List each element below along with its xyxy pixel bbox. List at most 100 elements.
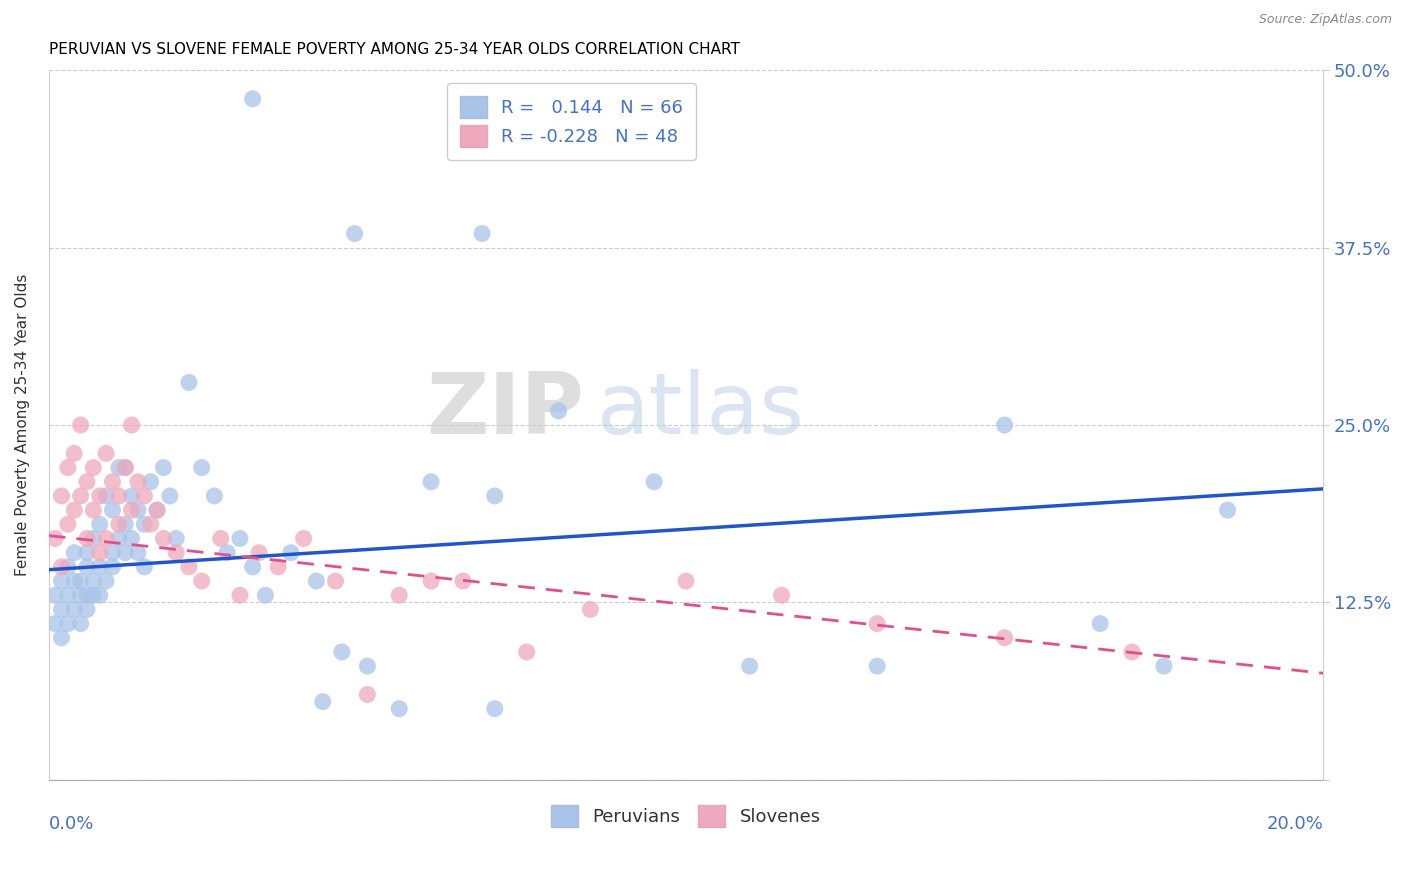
Point	[44, 616, 66, 631]
Point	[114, 460, 136, 475]
Point	[89, 559, 111, 574]
Point	[89, 588, 111, 602]
Point	[770, 588, 793, 602]
Point	[675, 574, 697, 588]
Point	[484, 489, 506, 503]
Point	[312, 695, 335, 709]
Point	[108, 489, 131, 503]
Point	[1121, 645, 1143, 659]
Point	[994, 631, 1017, 645]
Point	[82, 588, 104, 602]
Point	[1216, 503, 1239, 517]
Point	[146, 503, 169, 517]
Point	[121, 489, 143, 503]
Point	[190, 460, 212, 475]
Point	[420, 475, 443, 489]
Point	[242, 559, 264, 574]
Point	[579, 602, 602, 616]
Point	[101, 503, 124, 517]
Text: PERUVIAN VS SLOVENE FEMALE POVERTY AMONG 25-34 YEAR OLDS CORRELATION CHART: PERUVIAN VS SLOVENE FEMALE POVERTY AMONG…	[49, 42, 740, 57]
Legend: Peruvians, Slovenes: Peruvians, Slovenes	[544, 798, 828, 834]
Point	[108, 517, 131, 532]
Point	[94, 489, 117, 503]
Text: Source: ZipAtlas.com: Source: ZipAtlas.com	[1258, 13, 1392, 27]
Point	[108, 532, 131, 546]
Point	[1153, 659, 1175, 673]
Point	[63, 574, 86, 588]
Point	[101, 546, 124, 560]
Point	[69, 574, 91, 588]
Point	[280, 546, 302, 560]
Point	[63, 446, 86, 460]
Point	[82, 574, 104, 588]
Point	[82, 460, 104, 475]
Point	[82, 532, 104, 546]
Point	[76, 602, 98, 616]
Point	[356, 688, 378, 702]
Point	[159, 489, 181, 503]
Point	[69, 616, 91, 631]
Point	[242, 92, 264, 106]
Point	[209, 532, 232, 546]
Point	[69, 417, 91, 432]
Point	[152, 532, 174, 546]
Point	[177, 559, 200, 574]
Point	[69, 489, 91, 503]
Point	[121, 417, 143, 432]
Text: 0.0%: 0.0%	[49, 815, 94, 833]
Point	[94, 532, 117, 546]
Point	[292, 532, 315, 546]
Point	[139, 517, 162, 532]
Point	[254, 588, 277, 602]
Point	[51, 631, 73, 645]
Point	[63, 602, 86, 616]
Point	[994, 417, 1017, 432]
Point	[121, 532, 143, 546]
Point	[51, 602, 73, 616]
Point	[267, 559, 290, 574]
Point	[76, 559, 98, 574]
Point	[44, 588, 66, 602]
Point	[69, 588, 91, 602]
Point	[356, 659, 378, 673]
Text: ZIP: ZIP	[426, 369, 583, 452]
Point	[134, 517, 156, 532]
Point	[330, 645, 353, 659]
Point	[94, 574, 117, 588]
Y-axis label: Female Poverty Among 25-34 Year Olds: Female Poverty Among 25-34 Year Olds	[15, 274, 30, 576]
Point	[89, 546, 111, 560]
Point	[101, 559, 124, 574]
Point	[76, 546, 98, 560]
Point	[63, 546, 86, 560]
Point	[127, 475, 149, 489]
Point	[56, 460, 79, 475]
Point	[343, 227, 366, 241]
Point	[108, 460, 131, 475]
Point	[165, 546, 187, 560]
Point	[51, 559, 73, 574]
Point	[139, 475, 162, 489]
Point	[866, 616, 889, 631]
Point	[247, 546, 270, 560]
Point	[643, 475, 665, 489]
Point	[114, 546, 136, 560]
Point	[217, 546, 239, 560]
Point	[76, 475, 98, 489]
Point	[127, 546, 149, 560]
Point	[51, 574, 73, 588]
Point	[420, 574, 443, 588]
Point	[63, 503, 86, 517]
Point	[56, 517, 79, 532]
Point	[56, 588, 79, 602]
Point	[204, 489, 226, 503]
Point	[451, 574, 474, 588]
Point	[471, 227, 494, 241]
Point	[177, 376, 200, 390]
Point	[82, 503, 104, 517]
Point	[738, 659, 761, 673]
Point	[56, 616, 79, 631]
Point	[127, 503, 149, 517]
Point	[56, 559, 79, 574]
Point	[114, 517, 136, 532]
Point	[89, 517, 111, 532]
